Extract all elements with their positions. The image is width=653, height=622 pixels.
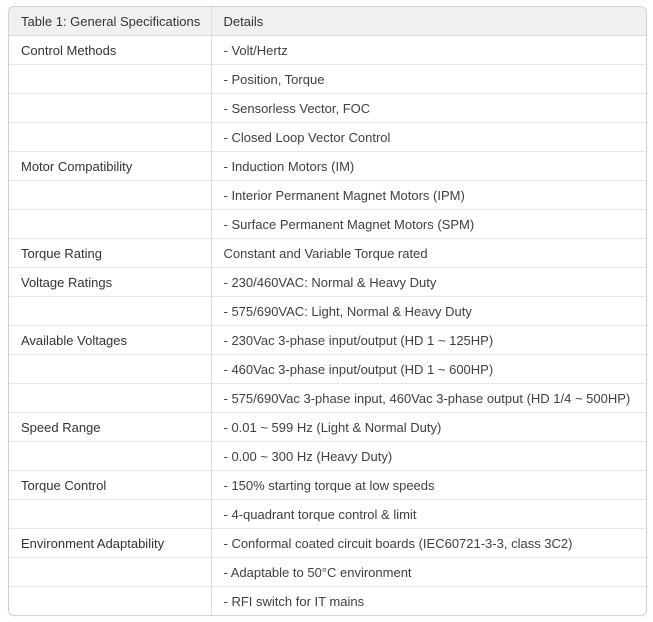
category-cell	[9, 180, 212, 210]
table-row: - Closed Loop Vector Control	[9, 122, 646, 152]
table-row: Motor Compatibility - Induction Motors (I…	[9, 151, 646, 181]
detail-cell: - Volt/Hertz	[223, 42, 288, 58]
table-row: - 575/690VAC: Light, Normal & Heavy Duty	[9, 296, 646, 326]
detail-cell: - 575/690Vac 3-phase input, 460Vac 3-pha…	[211, 383, 646, 413]
category-cell	[9, 441, 212, 471]
table-title-header: Table 1: General Specifications	[9, 7, 212, 36]
category-cell	[9, 122, 212, 152]
detail-cell: - 150% starting torque at low speeds	[211, 470, 646, 500]
detail-cell: - Interior Permanent Magnet Motors (IPM)	[211, 180, 646, 210]
table-row: - Interior Permanent Magnet Motors (IPM)	[9, 180, 646, 210]
table-row: - 0.00 ~ 300 Hz (Heavy Duty)	[9, 441, 646, 471]
detail-cell: - Position, Torque	[211, 64, 646, 94]
category-cell: Speed Range	[9, 412, 212, 442]
table-body: Control Methods - Volt/Hertz - Position, T…	[9, 35, 646, 615]
category-cell	[9, 93, 212, 123]
table-row: - Position, Torque	[9, 64, 646, 94]
table-row: - Surface Permanent Magnet Motors (SPM)	[9, 209, 646, 239]
detail-cell: - 575/690VAC: Light, Normal & Heavy Duty	[211, 296, 646, 326]
detail-cell: Constant and Variable Torque rated	[211, 238, 646, 268]
table-row: Voltage Ratings - 230/460VAC: Normal & He…	[9, 267, 646, 297]
table-head: Table 1: General Specifications Details	[9, 7, 646, 36]
category-cell: Available Voltages	[9, 325, 212, 355]
detail-cell: - 230/460VAC: Normal & Heavy Duty	[211, 267, 646, 297]
table-row: - Sensorless Vector, FOC	[9, 93, 646, 123]
detail-cell: - 230Vac 3-phase input/output (HD 1 ~ 12…	[211, 325, 646, 355]
detail-cell: - Closed Loop Vector Control	[211, 122, 646, 152]
table-header-row: Table 1: General Specifications Details	[9, 7, 646, 36]
detail-cell: - Surface Permanent Magnet Motors (SPM)	[211, 209, 646, 239]
table-row: Speed Range - 0.01 ~ 599 Hz (Light & Norm…	[9, 412, 646, 442]
category-cell	[9, 499, 212, 529]
table-row: Control Methods - Volt/Hertz	[9, 35, 646, 65]
category-cell: Torque Rating	[9, 238, 212, 268]
table-row: - 575/690Vac 3-phase input, 460Vac 3-pha…	[9, 383, 646, 413]
table-row: Environment Adaptability - Conformal coat…	[9, 528, 646, 558]
detail-cell: - Sensorless Vector, FOC	[211, 93, 646, 123]
table-row: - Adaptable to 50°C environment	[9, 557, 646, 587]
table-row: Available Voltages - 230Vac 3-phase input…	[9, 325, 646, 355]
details-header: Details	[211, 7, 646, 36]
detail-cell: - Induction Motors (IM)	[211, 151, 646, 181]
detail-cell: - Conformal coated circuit boards (IEC60…	[211, 528, 646, 558]
table-row: - 460Vac 3-phase input/output (HD 1 ~ 60…	[9, 354, 646, 384]
spec-table-card: Table 1: General Specifications Details …	[8, 6, 647, 616]
detail-cell: - 0.01 ~ 599 Hz (Light & Normal Duty)	[211, 412, 646, 442]
category-cell	[9, 64, 212, 94]
category-cell: Voltage Ratings	[9, 267, 212, 297]
category-cell	[9, 383, 212, 413]
category-cell: Control Methods	[9, 35, 212, 65]
category-cell: Torque Control	[9, 470, 212, 500]
detail-cell: - 460Vac 3-phase input/output (HD 1 ~ 60…	[211, 354, 646, 384]
spec-table: Table 1: General Specifications Details …	[9, 7, 646, 615]
table-row: Torque Rating Constant and Variable Torqu…	[9, 238, 646, 268]
detail-cell: - Adaptable to 50°C environment	[211, 557, 646, 587]
table-row: - 4-quadrant torque control & limit	[9, 499, 646, 529]
category-cell: Motor Compatibility	[9, 151, 212, 181]
detail-cell: - RFI switch for IT mains	[211, 586, 646, 615]
table-row: Torque Control - 150% starting torque at …	[9, 470, 646, 500]
category-cell	[9, 296, 212, 326]
category-cell	[9, 209, 212, 239]
detail-cell: - 0.00 ~ 300 Hz (Heavy Duty)	[211, 441, 646, 471]
category-cell	[9, 557, 212, 587]
category-cell	[9, 586, 212, 615]
table-row: - RFI switch for IT mains	[9, 586, 646, 615]
detail-cell: - 4-quadrant torque control & limit	[211, 499, 646, 529]
category-cell	[9, 354, 212, 384]
category-cell: Environment Adaptability	[9, 528, 212, 558]
